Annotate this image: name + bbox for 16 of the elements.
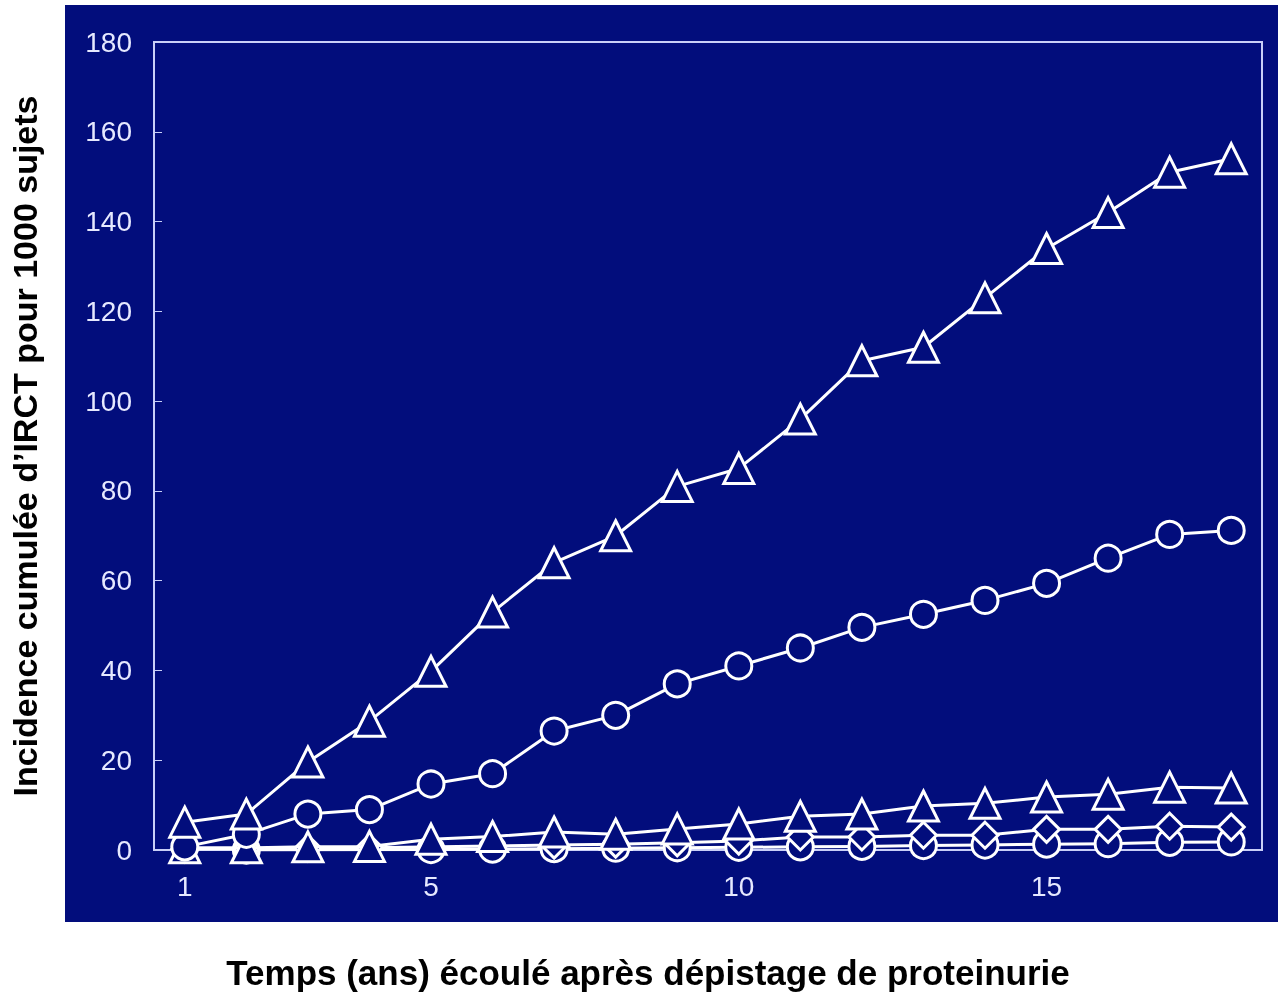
x-tick-label: 5 — [423, 870, 439, 902]
y-tick-label: 160 — [85, 116, 132, 148]
y-tick-label: 80 — [100, 475, 132, 507]
y-tick-label: 60 — [100, 565, 132, 597]
y-tick-label: 0 — [116, 834, 132, 866]
y-tick-label: 20 — [100, 744, 132, 776]
x-axis-title: Temps (ans) écoulé après dépistage de proteinurie — [226, 953, 1070, 992]
x-tick-label: 15 — [1030, 870, 1063, 902]
y-axis-title: Incidence cumulée d’IRCT pour 1000 sujets — [6, 95, 44, 797]
y-tick-label: 120 — [85, 295, 132, 327]
y-tick-label: 100 — [85, 385, 132, 417]
y-tick-label: 180 — [85, 26, 132, 58]
y-tick-label: 140 — [85, 206, 132, 238]
x-tick-label: 10 — [723, 870, 755, 902]
y-tick-label: 40 — [100, 654, 132, 686]
x-tick-label: 1 — [176, 870, 193, 902]
